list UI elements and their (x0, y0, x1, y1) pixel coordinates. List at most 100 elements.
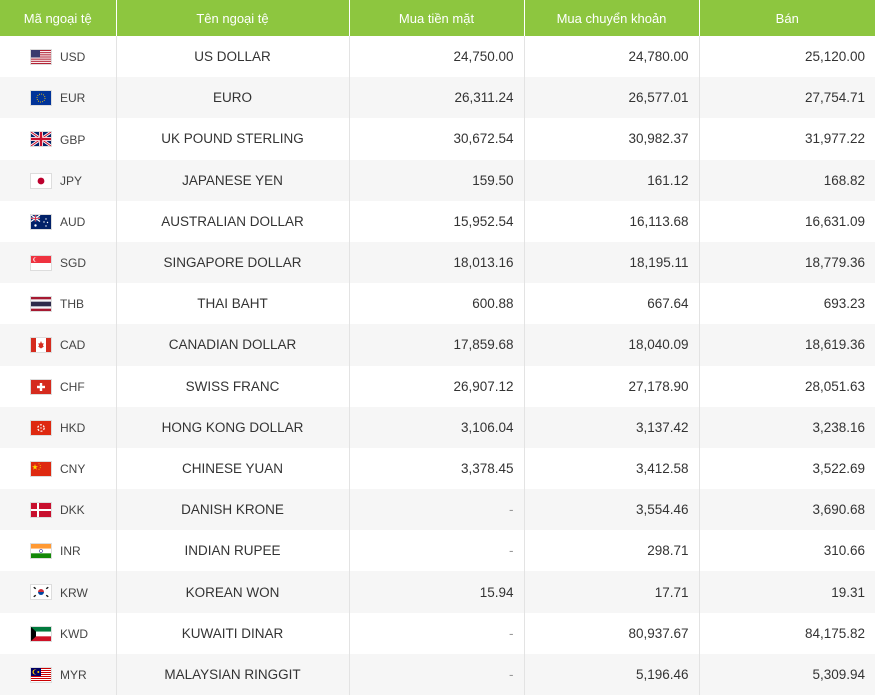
currency-code-cell: CHF (0, 365, 117, 407)
cash-buy-rate: 17,859.68 (349, 324, 525, 366)
sell-rate: 28,051.63 (804, 378, 865, 394)
currency-code-cell: GBP (0, 118, 117, 160)
currency-code-cell: JPY (0, 159, 117, 201)
cash-buy-rate: 15,952.54 (349, 200, 525, 242)
transfer-buy-rate: 16,113.68 (524, 200, 700, 242)
currency-code: GBP (60, 132, 86, 147)
header-cash-buy: Mua tiền mặt (349, 0, 525, 36)
transfer-buy-rate: 26,577.01 (524, 77, 700, 119)
table-row: CNY CHINESE YUAN 3,378.45 3,412.58 3,522.69 (0, 447, 875, 490)
currency-code: THB (60, 297, 84, 312)
currency-name: CHINESE YUAN (116, 447, 350, 490)
currency-name: MALAYSIAN RINGGIT (116, 653, 350, 695)
cash-buy-rate: 15.94 (349, 571, 525, 613)
transfer-buy-rate: 667.64 (524, 283, 700, 325)
currency-name: JAPANESE YEN (116, 159, 350, 201)
currency-code: CHF (60, 379, 85, 394)
sell-rate: 19.31 (699, 571, 875, 613)
jp-flag-icon (31, 173, 51, 188)
currency-code-cell: KWD (0, 612, 117, 654)
currency-code-cell: CNY (0, 447, 117, 490)
currency-code-cell: THB (0, 283, 117, 325)
transfer-buy-rate: 18,040.09 (524, 324, 700, 366)
header-name: Tên ngoại tệ (116, 0, 350, 36)
cash-buy-rate: 159.50 (349, 159, 525, 201)
cash-buy-rate: - (349, 612, 525, 654)
transfer-buy-rate: 3,554.46 (524, 489, 700, 531)
currency-code: EUR (60, 91, 86, 106)
ca-flag-icon (31, 338, 51, 353)
table-row: KRW KOREAN WON 15.94 17.71 19.31 (0, 571, 875, 613)
currency-name: US DOLLAR (116, 36, 350, 78)
currency-code-cell: KRW (0, 571, 117, 613)
transfer-buy-rate: 24,780.00 (524, 36, 700, 78)
sell-rate: 31,977.22 (804, 131, 865, 147)
table-row: USD US DOLLAR 24,750.00 24,780.00 25,120.00 (0, 36, 875, 78)
ch-flag-icon (31, 379, 51, 394)
cash-buy-rate: 18,013.16 (349, 241, 525, 284)
transfer-buy-rate: 298.71 (524, 530, 700, 572)
sell-rate: 18,619.36 (699, 324, 875, 366)
table-row: MYR MALAYSIAN RINGGIT -5,196.46 5,309.94 (0, 653, 875, 695)
currency-code-cell: HKD (0, 406, 117, 448)
currency-code-cell: CAD (0, 324, 117, 366)
sell-rate: 25,120.00 (804, 49, 865, 65)
transfer-buy-rate: 5,196.46 (524, 653, 700, 695)
currency-code-cell: AUD (0, 200, 117, 242)
currency-name: CANADIAN DOLLAR (116, 324, 350, 366)
my-flag-icon (31, 667, 51, 682)
cash-buy-rate: - (349, 489, 525, 531)
transfer-buy-rate: 3,137.42 (524, 406, 700, 448)
currency-name: EURO (116, 77, 350, 119)
transfer-buy-rate: 30,982.37 (524, 118, 700, 160)
sell-rate: 27,754.71 (699, 77, 875, 119)
eu-flag-icon (31, 91, 51, 106)
currency-name: KUWAITI DINAR (116, 612, 350, 654)
sell-rate: 5,309.94 (699, 653, 875, 695)
table-row: HKD HONG KONG DOLLAR 3,106.04 3,137.42 3,238… (0, 406, 875, 448)
us-flag-icon (31, 50, 51, 64)
currency-name: INDIAN RUPEE (116, 530, 350, 572)
transfer-buy-rate: 27,178.90 (524, 365, 700, 407)
currency-name: DANISH KRONE (116, 489, 350, 531)
cash-buy-rate: 26,907.12 (349, 365, 525, 407)
table-row: KWD KUWAITI DINAR -80,937.67 84,175.82 (0, 612, 875, 654)
currency-code: AUD (60, 214, 86, 229)
sg-flag-icon (31, 255, 51, 270)
currency-name: UK POUND STERLING (116, 118, 350, 160)
header-code: Mã ngoại tệ (0, 0, 117, 36)
table-row: JPY JAPANESE YEN 159.50 161.12 168.82 (0, 159, 875, 201)
sell-rate: 3,690.68 (699, 489, 875, 531)
in-flag-icon (31, 544, 51, 559)
uk-flag-icon (31, 132, 51, 147)
transfer-buy-rate: 161.12 (524, 159, 700, 201)
header-transfer-buy: Mua chuyển khoản (524, 0, 700, 36)
currency-code: JPY (60, 173, 83, 188)
currency-name: KOREAN WON (116, 571, 350, 613)
transfer-buy-rate: 18,195.11 (524, 241, 700, 284)
au-flag-icon (31, 214, 51, 229)
currency-code-cell: DKK (0, 489, 117, 531)
table-row: GBP UK POUND STERLING 30,672.54 30,982.37 31… (0, 118, 875, 160)
th-flag-icon (31, 297, 51, 312)
transfer-buy-rate: 80,937.67 (524, 612, 700, 654)
cn-flag-icon (31, 461, 51, 476)
transfer-buy-rate: 3,412.58 (524, 447, 700, 490)
currency-name: HONG KONG DOLLAR (116, 406, 350, 448)
cash-buy-rate: - (349, 530, 525, 572)
hk-flag-icon (31, 420, 51, 435)
currency-code-cell: SGD (0, 241, 117, 284)
sell-rate: 310.66 (823, 543, 865, 559)
transfer-buy-rate: 17.71 (524, 571, 700, 613)
cash-buy-rate: 3,106.04 (349, 406, 525, 448)
currency-code: HKD (60, 420, 86, 435)
currency-name: AUSTRALIAN DOLLAR (116, 200, 350, 242)
sell-rate: 168.82 (699, 159, 875, 201)
currency-code-cell: USD (0, 36, 117, 78)
currency-name: THAI BAHT (116, 283, 350, 325)
currency-code: CAD (60, 338, 86, 353)
sell-rate: 693.23 (823, 296, 865, 312)
currency-code: DKK (60, 503, 85, 518)
currency-code: CNY (60, 461, 86, 476)
